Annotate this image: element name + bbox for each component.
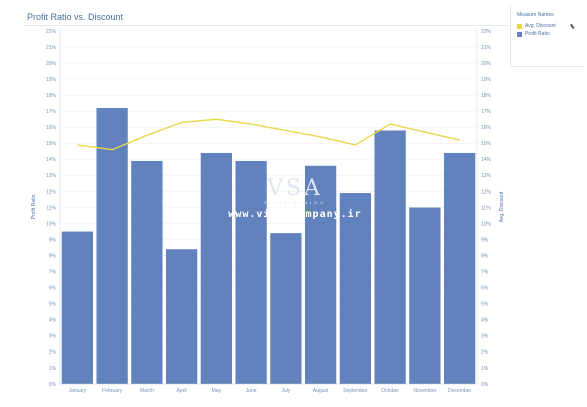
y-tick-label-left: 1%: [49, 366, 57, 372]
y-tick-label-left: 17%: [46, 109, 57, 115]
y-tick-label-left: 4%: [49, 318, 57, 324]
legend-item-profit-ratio[interactable]: Profit Ratio: [517, 31, 550, 38]
title-divider: [24, 25, 508, 26]
x-tick-label: September: [343, 388, 368, 394]
x-tick-label: June: [246, 388, 257, 394]
y-tick-label-right: 2%: [481, 350, 489, 356]
y-tick-label-left: 12%: [46, 189, 57, 195]
bar: [270, 233, 302, 384]
x-tick-label: March: [140, 388, 154, 394]
x-tick-label: July: [281, 388, 290, 394]
y-tick-label-right: 3%: [481, 334, 489, 340]
y-tick-label-left: 0%: [49, 382, 57, 388]
legend-item-avg-discount[interactable]: Avg. Discount: [517, 23, 556, 30]
legend-label-profit-ratio: Profit Ratio: [525, 31, 550, 37]
x-tick-label: December: [448, 388, 471, 394]
y-tick-label-right: 12%: [481, 189, 492, 195]
x-tick-label: August: [313, 388, 329, 394]
y-tick-label-right: 15%: [481, 141, 492, 147]
y-axis-title-right: Avg. Discount: [499, 191, 505, 222]
y-tick-label-left: 13%: [46, 173, 57, 179]
y-tick-label-right: 18%: [481, 93, 492, 99]
y-tick-label-right: 22%: [481, 29, 492, 35]
y-tick-label-left: 20%: [46, 61, 57, 67]
discount-line: [77, 118, 460, 151]
y-tick-label-left: 10%: [46, 221, 57, 227]
bar: [304, 165, 337, 384]
y-tick-label-right: 11%: [481, 205, 491, 211]
legend-swatch-avg-discount: [517, 23, 522, 29]
y-tick-label-right: 20%: [481, 61, 492, 67]
y-tick-label-left: 3%: [49, 334, 57, 340]
legend: Measure Names Avg. Discount Profit Ratio: [510, 6, 583, 67]
y-tick-label-right: 0%: [481, 382, 489, 388]
bar: [409, 207, 441, 384]
legend-swatch-profit-ratio: [517, 31, 522, 37]
y-tick-label-left: 19%: [46, 77, 57, 83]
y-tick-label-left: 8%: [49, 253, 57, 259]
y-tick-label-right: 6%: [481, 286, 489, 292]
x-tick-label: January: [68, 388, 86, 394]
bar: [96, 108, 128, 384]
y-tick-label-right: 8%: [481, 253, 489, 259]
y-tick-label-left: 11%: [46, 205, 56, 211]
y-tick-label-left: 9%: [49, 237, 57, 243]
y-tick-label-right: 17%: [481, 109, 492, 115]
y-tick-label-left: 22%: [46, 29, 57, 35]
bar: [61, 231, 94, 384]
x-tick-label: April: [177, 388, 187, 394]
bar: [339, 193, 372, 384]
y-tick-label-right: 19%: [481, 77, 492, 83]
x-tick-label: May: [212, 388, 222, 394]
bar: [131, 160, 163, 384]
y-axis-title-left: Profit Ratio: [31, 194, 37, 219]
y-tick-label-right: 5%: [481, 302, 489, 308]
bar: [200, 152, 233, 384]
y-tick-label-left: 7%: [49, 269, 57, 275]
x-tick-label: November: [413, 388, 436, 394]
y-tick-label-left: 21%: [46, 45, 57, 51]
y-tick-label-right: 14%: [481, 157, 492, 163]
bar: [165, 249, 198, 384]
y-tick-label-right: 7%: [481, 269, 489, 275]
y-tick-label-right: 13%: [481, 173, 492, 179]
y-tick-label-left: 6%: [49, 286, 57, 292]
y-tick-label-left: 15%: [46, 141, 57, 147]
bar: [235, 160, 267, 384]
x-tick-label: February: [102, 388, 123, 394]
bar: [443, 152, 476, 384]
y-tick-label-right: 4%: [481, 318, 489, 324]
y-tick-label-right: 21%: [481, 45, 492, 51]
y-tick-label-left: 5%: [49, 302, 57, 308]
chart-title: Profit Ratio vs. Discount: [27, 12, 124, 22]
bar: [374, 130, 406, 384]
legend-title: Measure Names: [517, 12, 554, 18]
y-tick-label-left: 18%: [46, 93, 57, 99]
y-tick-label-right: 10%: [481, 221, 492, 227]
x-tick-label: October: [381, 388, 399, 394]
y-tick-label-left: 14%: [46, 157, 57, 163]
y-tick-label-right: 16%: [481, 125, 492, 131]
legend-label-avg-discount: Avg. Discount: [525, 23, 556, 29]
y-tick-label-right: 9%: [481, 237, 489, 243]
y-tick-label-right: 1%: [481, 366, 489, 372]
y-tick-label-left: 2%: [49, 350, 57, 356]
y-tick-label-left: 16%: [46, 125, 57, 131]
